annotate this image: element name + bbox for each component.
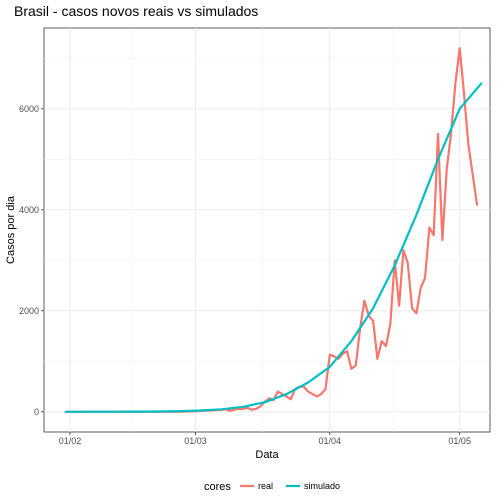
x-tick-label: 01/02: [59, 436, 82, 446]
chart-title: Brasil - casos novos reais vs simulados: [14, 3, 258, 19]
x-tick-label: 01/03: [184, 436, 207, 446]
legend: cores real simulado: [204, 481, 340, 493]
x-axis-title: Data: [255, 449, 279, 461]
x-tick-label: 01/04: [319, 436, 342, 446]
y-tick-label: 2000: [19, 306, 39, 316]
y-axis-ticks: 0 2000 4000 6000: [19, 104, 44, 417]
legend-title: cores: [204, 481, 231, 493]
y-tick-label: 0: [34, 407, 39, 417]
legend-label-real: real: [258, 481, 273, 491]
y-axis-title: Casos por dia: [5, 195, 17, 264]
y-tick-label: 6000: [19, 104, 39, 114]
x-axis-ticks: 01/02 01/03 01/04 01/05: [59, 432, 471, 446]
plot-panel: [43, 27, 491, 433]
legend-label-simulado: simulado: [304, 481, 340, 491]
series-group: [64, 47, 483, 413]
series-line-simulado: [64, 82, 483, 413]
grid: [44, 28, 490, 432]
x-tick-label: 01/05: [448, 436, 471, 446]
y-tick-label: 4000: [19, 205, 39, 215]
